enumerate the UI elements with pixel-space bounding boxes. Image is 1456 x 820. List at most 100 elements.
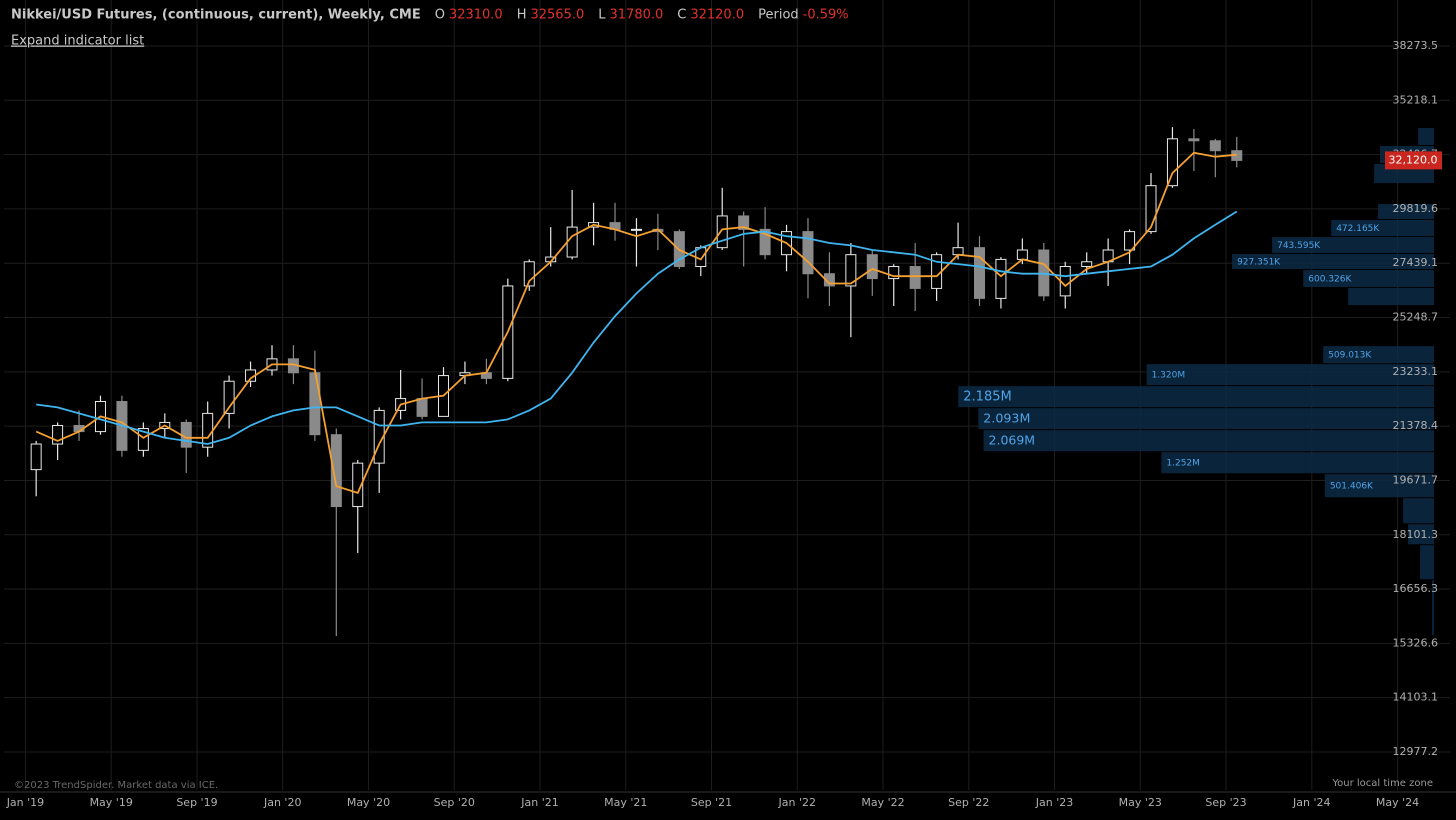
x-tick-label: Jan '24 bbox=[1292, 796, 1330, 809]
x-tick-label: May '23 bbox=[1119, 796, 1162, 809]
candle-body bbox=[373, 409, 385, 464]
candle-body bbox=[1145, 185, 1157, 233]
ohlc-label: O bbox=[435, 8, 445, 23]
profile-label: 501.406K bbox=[1330, 482, 1374, 492]
profile-bar bbox=[958, 386, 1434, 408]
profile-label: 600.326K bbox=[1308, 275, 1352, 285]
profile-label: 2.093M bbox=[983, 411, 1030, 426]
profile-bar bbox=[1403, 498, 1434, 524]
profile-bar bbox=[1323, 346, 1434, 364]
candle-body bbox=[1166, 138, 1178, 187]
candle-body bbox=[738, 215, 750, 230]
x-tick-label: Sep '19 bbox=[176, 796, 217, 809]
candle-body bbox=[888, 266, 900, 280]
candle-body bbox=[759, 228, 771, 256]
candle-body bbox=[330, 434, 342, 508]
y-tick-label: 35218.1 bbox=[1393, 93, 1439, 106]
ohlc-value: 31780.0 bbox=[610, 8, 664, 23]
footer-note: ©2023 TrendSpider. Market data via ICE. bbox=[14, 780, 218, 791]
profile-bar bbox=[1432, 580, 1434, 636]
profile-bar bbox=[1324, 474, 1434, 498]
candle-body bbox=[566, 226, 578, 258]
profile-label: 1.252M bbox=[1166, 459, 1200, 469]
profile-bar bbox=[983, 430, 1434, 452]
candle-body bbox=[995, 258, 1007, 299]
ohlc-label: L bbox=[598, 8, 606, 23]
y-tick-label: 38273.5 bbox=[1393, 39, 1439, 52]
profile-bar bbox=[1146, 364, 1434, 386]
y-tick-label: 27439.1 bbox=[1393, 256, 1439, 269]
grid bbox=[4, 0, 1450, 790]
candle-body bbox=[802, 231, 814, 275]
x-tick-label: Jan '23 bbox=[1035, 796, 1073, 809]
ohlc-value: 32120.0 bbox=[690, 8, 744, 23]
last-price-tag bbox=[1385, 151, 1442, 170]
period-value: -0.59% bbox=[803, 8, 849, 23]
ohlc-value: 32310.0 bbox=[449, 8, 503, 23]
x-tick-label: Sep '22 bbox=[948, 796, 989, 809]
profile-label: 509.013K bbox=[1328, 351, 1372, 361]
x-tick-label: Jan '19 bbox=[6, 796, 44, 809]
expand-link[interactable]: Expand indicator list bbox=[11, 34, 144, 49]
profile-label: 927.351K bbox=[1237, 257, 1281, 267]
candle-body bbox=[973, 247, 985, 299]
volume-profile: 501.406K 1.252M 2.069M 2.093M 2.185M 1.320M 50… bbox=[958, 128, 1434, 636]
y-tick-label: 12977.2 bbox=[1393, 745, 1439, 758]
candle-body bbox=[137, 428, 149, 451]
profile-label: 2.185M bbox=[963, 390, 1011, 405]
profile-bar bbox=[1331, 219, 1434, 237]
profile-bar bbox=[1418, 128, 1434, 146]
y-tick-label: 16656.3 bbox=[1393, 582, 1439, 595]
x-tick-label: Sep '23 bbox=[1205, 796, 1246, 809]
candle-body bbox=[1081, 261, 1093, 268]
candle-body bbox=[523, 261, 535, 287]
y-tick-label: 23233.1 bbox=[1393, 365, 1439, 378]
x-tick-label: May '21 bbox=[604, 796, 647, 809]
candle-body bbox=[1209, 140, 1221, 152]
x-tick-label: May '19 bbox=[90, 796, 133, 809]
profile-bar bbox=[1378, 203, 1434, 219]
profile-bar bbox=[1272, 237, 1434, 253]
x-tick-label: Jan '21 bbox=[520, 796, 558, 809]
candle-body bbox=[909, 266, 921, 289]
chart-title: Nikkei/USD Futures, (continuous, current… bbox=[11, 8, 421, 23]
candle-body bbox=[223, 380, 235, 414]
x-tick-label: Sep '20 bbox=[434, 796, 475, 809]
ohlc-value: 32565.0 bbox=[530, 8, 584, 23]
candle-body bbox=[716, 215, 728, 249]
profile-label: 743.595K bbox=[1277, 241, 1321, 251]
last-price-label: 32,120.0 bbox=[1389, 153, 1438, 166]
x-tick-label: May '24 bbox=[1376, 796, 1419, 809]
profile-bar bbox=[1408, 524, 1434, 545]
candle-body bbox=[30, 443, 42, 471]
candle-body bbox=[352, 462, 364, 508]
candle-body bbox=[823, 273, 835, 287]
profile-label: 2.069M bbox=[989, 433, 1036, 448]
y-tick-label: 14103.1 bbox=[1393, 691, 1439, 704]
profile-bar bbox=[1420, 545, 1434, 580]
candle-body bbox=[866, 254, 878, 280]
y-tick-label: 15326.6 bbox=[1393, 636, 1439, 649]
y-tick-label: 19671.7 bbox=[1393, 473, 1439, 486]
timezone-note: Your local time zone bbox=[1331, 778, 1433, 789]
candle-body bbox=[952, 247, 964, 256]
profile-bar bbox=[978, 408, 1434, 430]
period-label: Period bbox=[758, 8, 799, 23]
candle-body bbox=[52, 424, 64, 445]
y-tick-label: 18101.3 bbox=[1393, 528, 1439, 541]
candle-body bbox=[845, 254, 857, 287]
x-tick-label: Jan '20 bbox=[263, 796, 301, 809]
x-tick-label: Jan '22 bbox=[778, 796, 816, 809]
profile-label: 472.165K bbox=[1336, 224, 1380, 234]
moving-average-line bbox=[35, 151, 1237, 494]
y-tick-label: 21378.4 bbox=[1393, 419, 1439, 432]
candle-body bbox=[1016, 249, 1028, 260]
y-tick-label: 25248.7 bbox=[1393, 311, 1439, 324]
x-tick-label: May '22 bbox=[861, 796, 904, 809]
moving-average-line bbox=[36, 210, 1238, 445]
candle-body bbox=[416, 398, 428, 417]
profile-label: 1.320M bbox=[1152, 371, 1186, 381]
ohlc-header: O 32310.0 H 32565.0 L 31780.0 C 32120.0 Period -0… bbox=[435, 8, 849, 23]
candle-body bbox=[630, 228, 642, 231]
